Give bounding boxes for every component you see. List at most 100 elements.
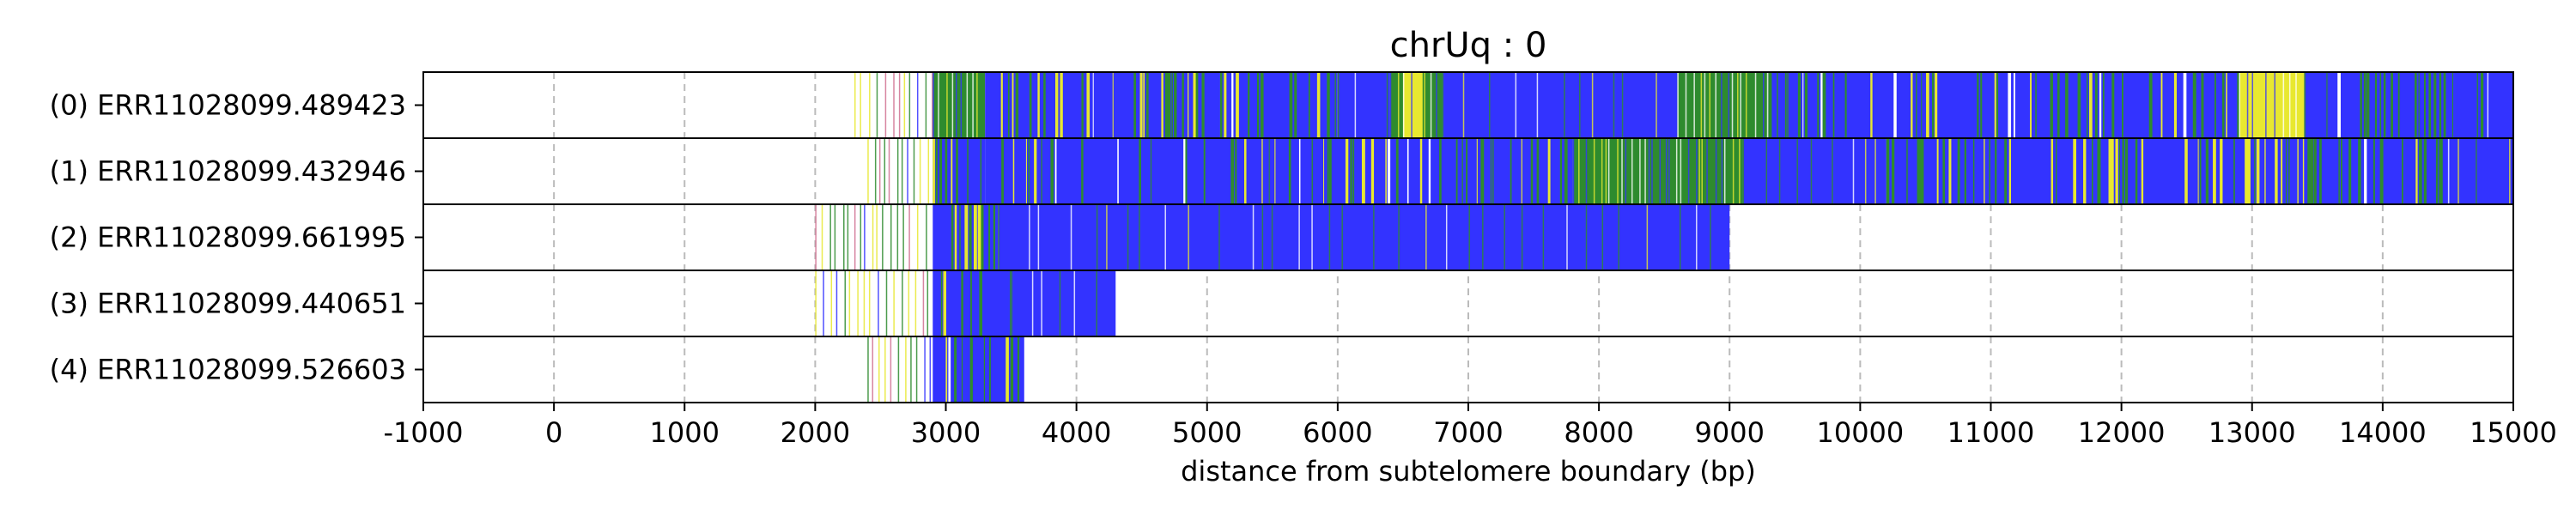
variant-mark xyxy=(1832,72,1835,138)
variant-mark xyxy=(1248,72,1250,138)
variant-mark xyxy=(1218,204,1220,270)
variant-mark xyxy=(979,270,983,336)
variant-mark xyxy=(2050,138,2054,204)
variant-mark xyxy=(2418,138,2422,204)
variant-mark xyxy=(1784,72,1787,138)
variant-mark xyxy=(2476,72,2478,138)
variant-mark xyxy=(954,336,957,403)
variant-mark xyxy=(2201,72,2204,138)
variant-mark xyxy=(1328,204,1331,270)
variant-mark xyxy=(854,72,856,138)
variant-mark xyxy=(1677,72,1679,138)
variant-mark xyxy=(1025,138,1027,204)
variant-mark xyxy=(1034,138,1037,204)
segment-block xyxy=(1677,72,1769,138)
variant-mark xyxy=(1361,138,1365,204)
variant-mark xyxy=(1015,72,1019,138)
variant-mark xyxy=(2307,138,2311,204)
variant-mark xyxy=(1182,72,1184,138)
variant-mark xyxy=(898,72,901,138)
variant-mark xyxy=(1201,72,1205,138)
variant-mark xyxy=(2008,138,2012,204)
variant-mark xyxy=(901,138,903,204)
variant-mark xyxy=(844,270,846,336)
variant-mark xyxy=(1203,138,1206,204)
variant-mark xyxy=(1728,72,1730,138)
variant-mark xyxy=(1693,72,1695,138)
variant-mark xyxy=(973,204,977,270)
variant-mark xyxy=(1804,72,1808,138)
variant-mark xyxy=(1765,138,1768,204)
variant-mark xyxy=(919,138,921,204)
variant-mark xyxy=(1466,138,1468,204)
variant-mark xyxy=(1977,72,1979,138)
variant-mark xyxy=(1721,72,1722,138)
variant-mark xyxy=(2310,138,2314,204)
segment-block xyxy=(2487,72,2513,138)
variant-mark xyxy=(2184,138,2188,204)
variant-mark xyxy=(2220,138,2223,204)
variant-mark xyxy=(1536,138,1540,204)
variant-mark xyxy=(1891,138,1895,204)
variant-mark xyxy=(1488,72,1491,138)
variant-mark xyxy=(884,138,886,204)
variant-mark xyxy=(916,204,919,270)
segment-block xyxy=(1337,72,1390,138)
variant-mark xyxy=(1852,138,1855,204)
variant-mark xyxy=(874,138,877,204)
variant-mark xyxy=(943,270,947,336)
variant-mark xyxy=(2124,138,2128,204)
variant-mark xyxy=(1230,138,1235,204)
variant-mark xyxy=(1352,138,1355,204)
variant-mark xyxy=(2285,138,2287,204)
variant-mark xyxy=(933,72,934,138)
variant-mark xyxy=(1605,138,1607,204)
variant-mark xyxy=(1936,138,1939,204)
variant-mark xyxy=(2337,72,2341,138)
variant-mark xyxy=(2319,138,2322,204)
variant-mark xyxy=(1704,72,1706,138)
variant-mark xyxy=(1864,138,1867,204)
variant-mark xyxy=(1005,336,1009,403)
variant-mark xyxy=(998,204,999,270)
variant-mark xyxy=(2056,138,2057,204)
variant-mark xyxy=(860,72,861,138)
variant-mark xyxy=(981,204,984,270)
variant-mark xyxy=(1428,138,1431,204)
variant-mark xyxy=(1294,72,1297,138)
variant-mark xyxy=(910,336,912,403)
segment-block xyxy=(998,204,1730,270)
variant-mark xyxy=(2443,72,2446,138)
variant-mark xyxy=(2118,138,2120,204)
variant-mark xyxy=(1656,72,1657,138)
variant-mark xyxy=(2160,72,2163,138)
variant-mark xyxy=(1143,72,1145,138)
variant-mark xyxy=(1510,138,1512,204)
variant-mark xyxy=(2215,72,2216,138)
variant-mark xyxy=(989,336,991,403)
variant-mark xyxy=(908,204,910,270)
variant-mark xyxy=(2439,72,2442,138)
variant-mark xyxy=(1139,138,1141,204)
variant-mark xyxy=(1996,72,1999,138)
variant-mark xyxy=(1268,138,1270,204)
variant-mark xyxy=(1106,204,1108,270)
variant-mark xyxy=(1406,138,1409,204)
variant-mark xyxy=(2121,72,2123,138)
variant-mark xyxy=(2441,138,2443,204)
variant-mark xyxy=(821,204,823,270)
variant-mark xyxy=(815,204,817,270)
variant-mark xyxy=(1504,204,1505,270)
variant-mark xyxy=(1476,138,1478,204)
variant-mark xyxy=(1593,138,1595,204)
variant-mark xyxy=(1916,72,1917,138)
variant-mark xyxy=(2302,138,2305,204)
variant-mark xyxy=(847,204,849,270)
variant-mark xyxy=(2256,138,2260,204)
variant-mark xyxy=(1715,72,1716,138)
variant-mark xyxy=(905,336,907,403)
variant-mark xyxy=(1161,72,1163,138)
variant-mark xyxy=(2428,72,2432,138)
read-track xyxy=(815,270,1116,336)
variant-mark xyxy=(2374,72,2378,138)
